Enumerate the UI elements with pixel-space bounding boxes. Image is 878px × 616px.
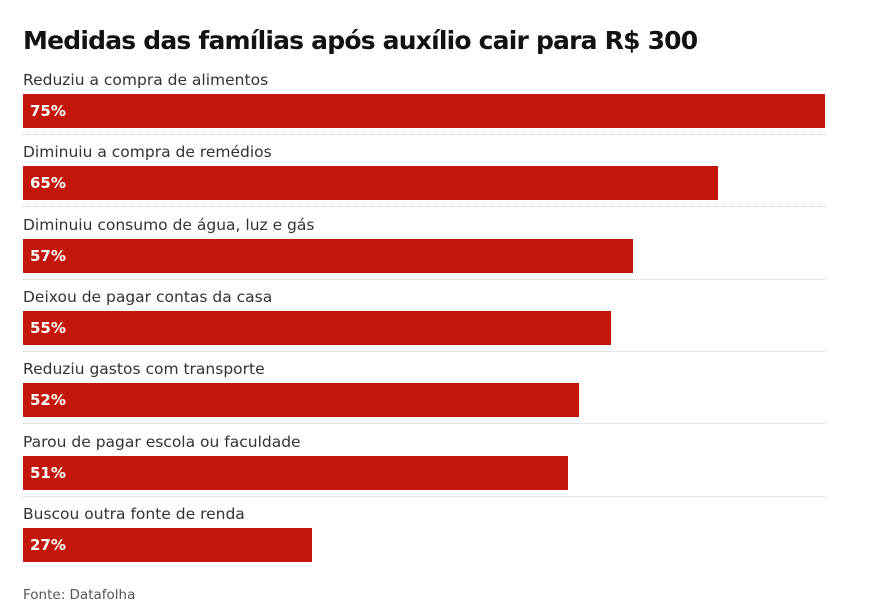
row-divider — [23, 279, 825, 280]
category-label: Parou de pagar escola ou faculdade — [23, 433, 301, 451]
bar-value-label: 27% — [30, 536, 66, 554]
category-label: Buscou outra fonte de renda — [23, 505, 245, 523]
row-divider — [23, 134, 825, 135]
bar-row: Diminuiu consumo de água, luz e gás 57% — [23, 213, 825, 285]
category-label: Diminuiu consumo de água, luz e gás — [23, 216, 315, 234]
row-divider — [23, 351, 825, 352]
row-divider — [23, 423, 825, 424]
bar: 75% — [23, 94, 825, 128]
bar-row: Deixou de pagar contas da casa 55% — [23, 285, 825, 357]
bar-value-label: 75% — [30, 102, 66, 120]
category-label: Reduziu gastos com transporte — [23, 360, 265, 378]
category-label: Reduziu a compra de alimentos — [23, 71, 269, 89]
row-divider — [23, 206, 825, 207]
bar: 51% — [23, 456, 568, 490]
bar-value-label: 55% — [30, 319, 66, 337]
category-label: Deixou de pagar contas da casa — [23, 288, 273, 306]
bar-row: Reduziu gastos com transporte 52% — [23, 357, 825, 429]
bar-value-label: 65% — [30, 174, 66, 192]
category-label: Diminuiu a compra de remédios — [23, 143, 272, 161]
bar-value-label: 51% — [30, 464, 66, 482]
bar: 27% — [23, 528, 312, 562]
bar-value-label: 57% — [30, 247, 66, 265]
bar-row: Parou de pagar escola ou faculdade 51% — [23, 430, 825, 502]
bar-value-label: 52% — [30, 391, 66, 409]
chart-title: Medidas das famílias após auxílio cair p… — [23, 26, 698, 55]
bar: 52% — [23, 383, 579, 417]
bar-row: Reduziu a compra de alimentos 75% — [23, 68, 825, 140]
bar: 65% — [23, 166, 718, 200]
row-divider — [23, 496, 825, 497]
bar: 55% — [23, 311, 611, 345]
bar: 57% — [23, 239, 633, 273]
bar-row: Diminuiu a compra de remédios 65% — [23, 140, 825, 212]
bar-row: Buscou outra fonte de renda 27% — [23, 502, 825, 574]
source-note: Fonte: Datafolha — [23, 587, 136, 603]
